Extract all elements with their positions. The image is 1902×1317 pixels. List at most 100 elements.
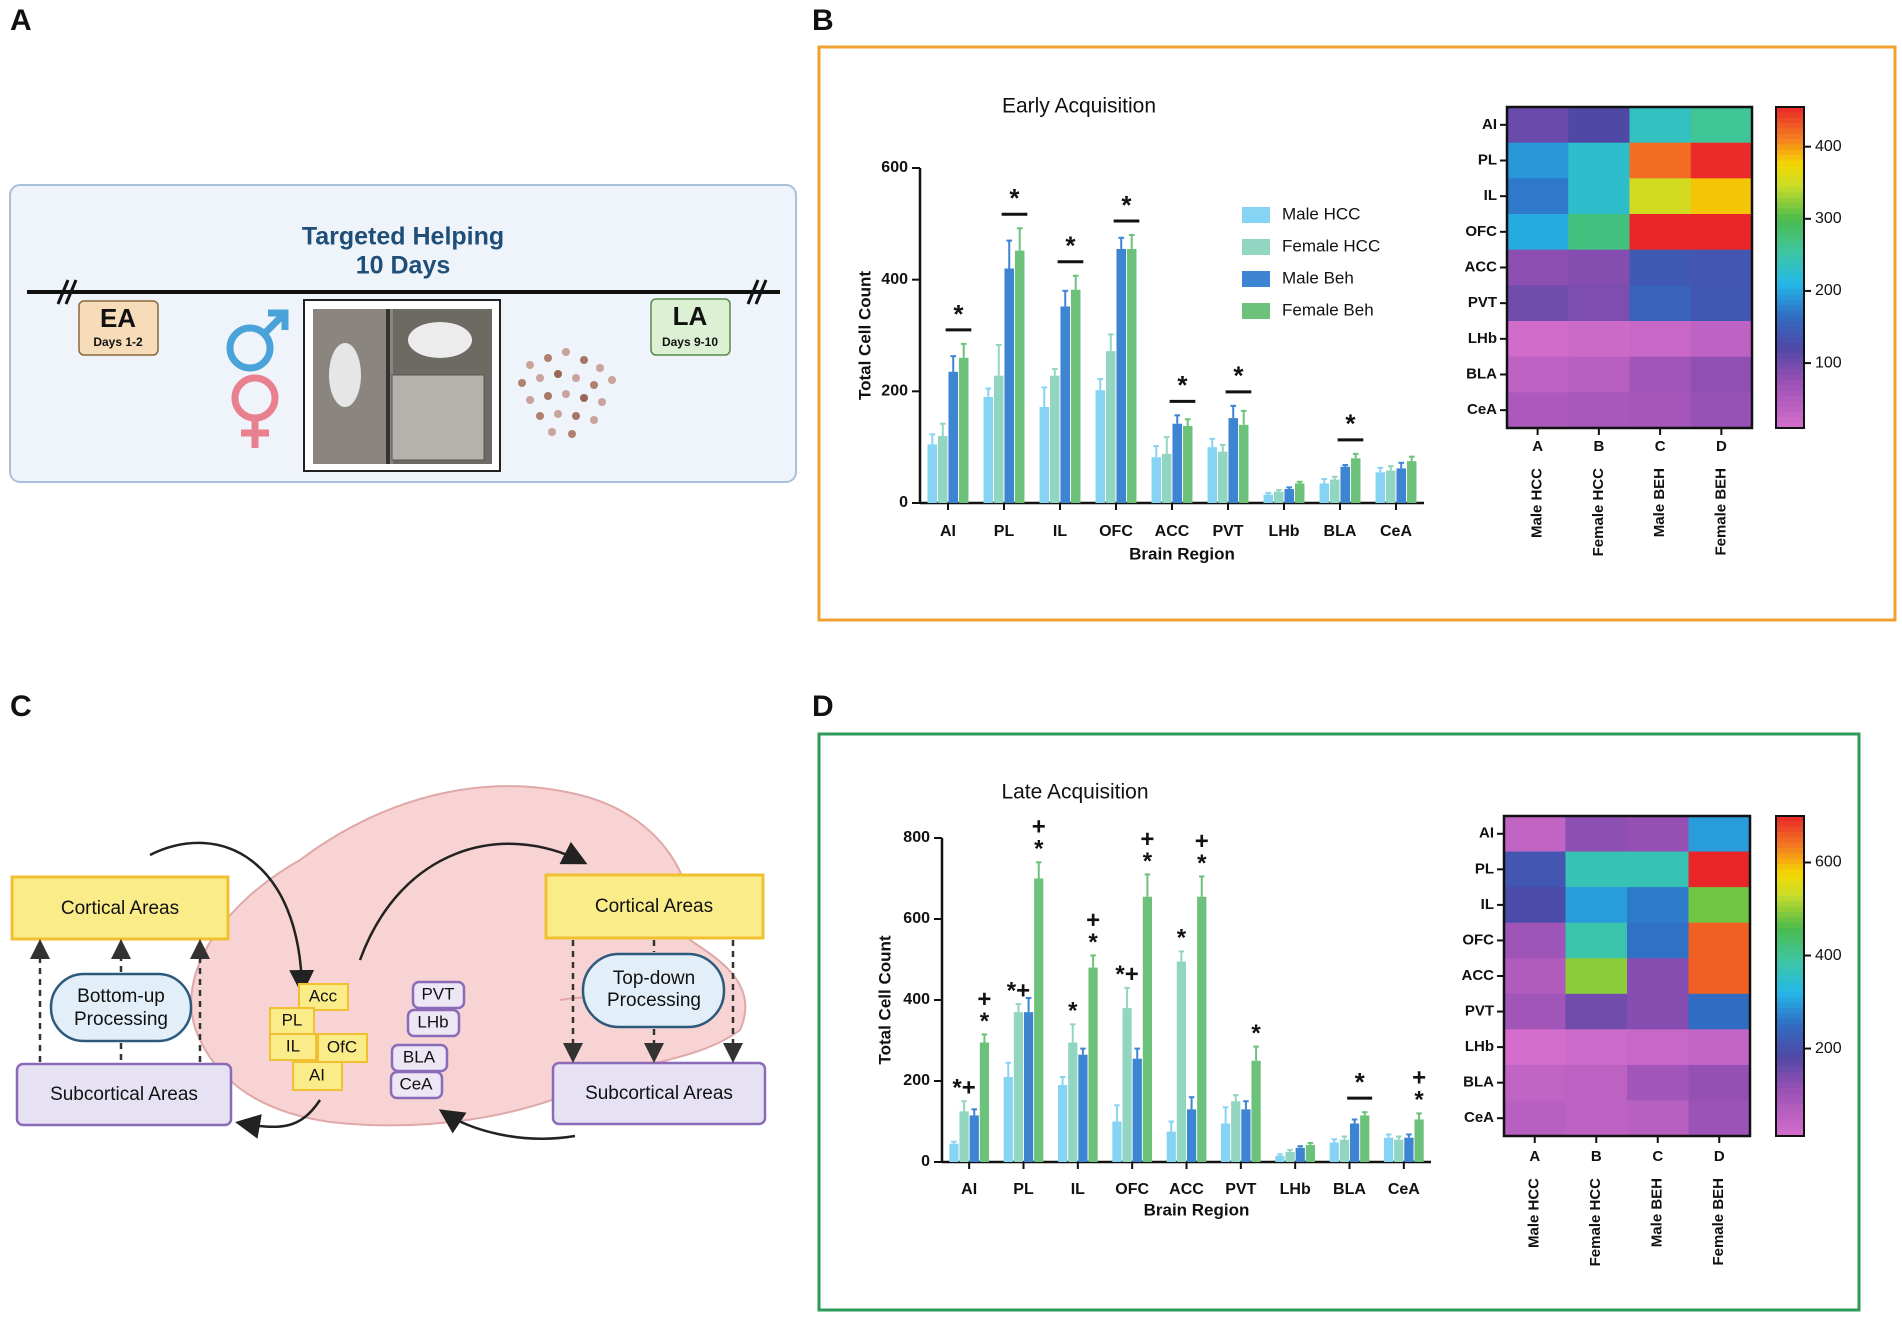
heatmap-cell bbox=[1507, 214, 1569, 251]
bar bbox=[1004, 268, 1014, 503]
heatmap-cell bbox=[1568, 142, 1630, 179]
bar bbox=[969, 1115, 979, 1162]
significance-mark: *+ bbox=[1115, 961, 1138, 988]
bar bbox=[958, 357, 969, 503]
colorbar-segment bbox=[1776, 1045, 1804, 1052]
significance-mark: * bbox=[953, 299, 964, 329]
x-tick-label: LHb bbox=[1268, 523, 1299, 540]
cortical-label: Cortical Areas bbox=[61, 898, 179, 919]
column-name: Female BEH bbox=[1712, 468, 1729, 556]
colorbar-segment bbox=[1776, 240, 1804, 247]
colorbar-segment bbox=[1776, 337, 1804, 343]
break-mark bbox=[56, 279, 768, 305]
subcortical-box bbox=[551, 1061, 767, 1126]
colorbar-segment bbox=[1776, 1061, 1804, 1068]
subcortical-box bbox=[15, 1062, 233, 1127]
colorbar-segment bbox=[1776, 1109, 1804, 1116]
bar bbox=[1172, 423, 1182, 503]
row-label: CeA bbox=[1464, 1109, 1494, 1126]
colorbar-tick-label: 300 bbox=[1815, 210, 1842, 227]
colorbar-segment bbox=[1776, 331, 1804, 338]
colorbar-segment bbox=[1776, 832, 1804, 838]
bar bbox=[979, 1042, 990, 1162]
bar bbox=[927, 444, 938, 503]
colorbar-segment bbox=[1776, 133, 1804, 140]
subcortical-label: Subcortical Areas bbox=[585, 1083, 733, 1104]
region-label: CeA bbox=[399, 1074, 433, 1093]
x-tick-label: IL bbox=[1053, 523, 1067, 540]
colorbar-segment bbox=[1776, 401, 1804, 408]
heatmap-cell bbox=[1629, 178, 1692, 215]
timeline-subtitle: 10 Days bbox=[356, 252, 451, 280]
colorbar-segment bbox=[1776, 112, 1804, 119]
bar bbox=[1132, 1058, 1142, 1162]
colorbar-segment bbox=[1776, 1120, 1804, 1126]
column-label: A bbox=[1532, 438, 1543, 455]
panel-label: C bbox=[10, 690, 32, 723]
heatmap-cell bbox=[1507, 107, 1569, 144]
row-label: PL bbox=[1475, 860, 1494, 877]
colorbar-segment bbox=[1776, 422, 1804, 429]
colorbar-segment bbox=[1776, 869, 1804, 876]
panel-frame bbox=[817, 45, 1897, 622]
heatmap-cell bbox=[1688, 993, 1751, 1030]
colorbar-segment bbox=[1776, 858, 1804, 865]
colorbar-tick-label: 400 bbox=[1815, 947, 1842, 964]
la-label: LA bbox=[673, 301, 708, 331]
heatmap-cell bbox=[1568, 107, 1630, 144]
colorbar-segment bbox=[1776, 842, 1804, 849]
heatmap-cell bbox=[1629, 392, 1692, 429]
bar bbox=[1404, 1137, 1414, 1162]
colorbar-segment bbox=[1776, 1040, 1804, 1046]
bar bbox=[1285, 1151, 1295, 1162]
colorbar-segment bbox=[1776, 1093, 1804, 1100]
colorbar-segment bbox=[1776, 848, 1804, 854]
colorbar-tick-label: 400 bbox=[1815, 138, 1842, 155]
significance-mark: * bbox=[1143, 848, 1153, 875]
bar bbox=[1238, 424, 1249, 503]
ea-days: Days 1-2 bbox=[93, 335, 143, 349]
column-name: Female HCC bbox=[1587, 1178, 1604, 1267]
significance-mark: + bbox=[1140, 826, 1154, 853]
heatmap-cell bbox=[1565, 1064, 1628, 1101]
bar bbox=[1112, 1121, 1122, 1162]
legend-swatch bbox=[1242, 239, 1270, 255]
colorbar-segment bbox=[1776, 326, 1804, 333]
heatmap-cell bbox=[1507, 392, 1569, 429]
dashed-arrows bbox=[30, 939, 743, 1063]
colorbar-segment bbox=[1776, 203, 1804, 210]
column-name: Male BEH bbox=[1651, 468, 1668, 537]
region-label: BLA bbox=[403, 1047, 436, 1066]
x-tick-label: BLA bbox=[1333, 1181, 1366, 1198]
colorbar-segment bbox=[1776, 917, 1804, 924]
colorbar-segment bbox=[1776, 922, 1804, 929]
colorbar-segment bbox=[1776, 139, 1804, 146]
heatmap-cell bbox=[1504, 1029, 1566, 1066]
colorbar-segment bbox=[1776, 192, 1804, 199]
colorbar-segment bbox=[1776, 976, 1804, 982]
heatmap-cell bbox=[1504, 816, 1566, 853]
bar bbox=[1329, 1142, 1339, 1162]
heatmap-cell bbox=[1568, 392, 1630, 429]
bar bbox=[1106, 351, 1116, 503]
colorbar-segment bbox=[1776, 837, 1804, 844]
colorbar-segment bbox=[1776, 160, 1804, 167]
bar bbox=[1060, 306, 1070, 503]
colorbar-segment bbox=[1776, 353, 1804, 360]
row-label: LHb bbox=[1468, 330, 1497, 347]
significance-mark: *+ bbox=[952, 1075, 975, 1102]
photo bbox=[303, 299, 501, 472]
y-tick-label: 0 bbox=[899, 494, 908, 511]
significance-mark: * bbox=[1068, 998, 1078, 1025]
region-label: PVT bbox=[421, 984, 454, 1003]
significance-mark: + bbox=[1412, 1065, 1426, 1092]
heatmap-cell bbox=[1565, 922, 1628, 959]
chart-title: Early Acquisition bbox=[1002, 95, 1156, 118]
ea-box bbox=[78, 300, 159, 356]
colorbar-tick-label: 600 bbox=[1815, 854, 1842, 871]
colorbar-segment bbox=[1776, 294, 1804, 301]
bar bbox=[1122, 1008, 1132, 1162]
significance-mark: + bbox=[1195, 828, 1209, 855]
bar bbox=[1251, 1060, 1261, 1162]
colorbar-segment bbox=[1776, 321, 1804, 327]
